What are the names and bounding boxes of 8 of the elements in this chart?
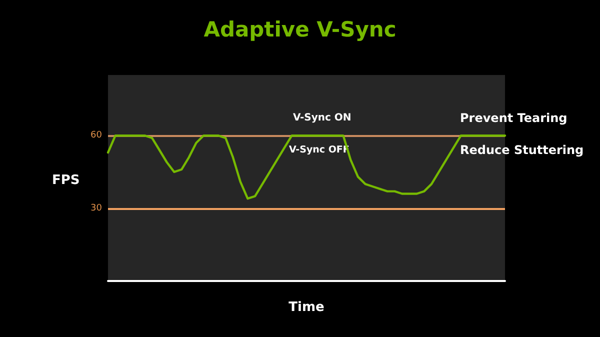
y-tick-label: 60 (90, 130, 102, 141)
y-axis-title: FPS (52, 173, 80, 188)
annotation: Reduce Stuttering (460, 143, 584, 157)
annotation: Prevent Tearing (460, 111, 568, 125)
x-axis-title: Time (288, 300, 325, 315)
chart-title: Adaptive V-Sync (204, 18, 396, 42)
y-tick-label: 30 (90, 203, 102, 214)
annotation: V-Sync ON (293, 112, 352, 124)
